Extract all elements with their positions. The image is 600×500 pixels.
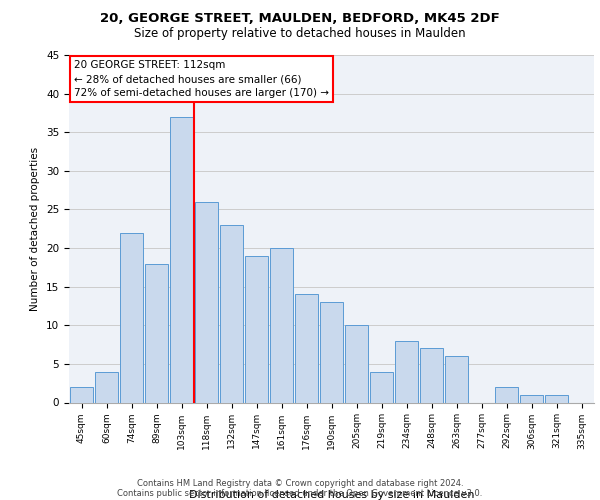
Bar (520, 395, 543, 402)
Bar (195, 202, 218, 402)
Bar (395, 340, 418, 402)
Text: 20, GEORGE STREET, MAULDEN, BEDFORD, MK45 2DF: 20, GEORGE STREET, MAULDEN, BEDFORD, MK4… (100, 12, 500, 26)
Bar (295, 294, 318, 403)
Text: Contains public sector information licensed under the Open Government Licence v3: Contains public sector information licen… (118, 488, 482, 498)
X-axis label: Distribution of detached houses by size in Maulden: Distribution of detached houses by size … (189, 490, 474, 500)
Bar (170, 117, 193, 403)
Bar (545, 395, 568, 402)
Bar (95, 372, 118, 402)
Text: Contains HM Land Registry data © Crown copyright and database right 2024.: Contains HM Land Registry data © Crown c… (137, 478, 463, 488)
Bar (120, 232, 143, 402)
Bar (345, 326, 368, 402)
Bar (145, 264, 168, 402)
Bar (495, 387, 518, 402)
Text: 20 GEORGE STREET: 112sqm
← 28% of detached houses are smaller (66)
72% of semi-d: 20 GEORGE STREET: 112sqm ← 28% of detach… (74, 60, 329, 98)
Bar (245, 256, 268, 402)
Bar (420, 348, 443, 403)
Bar (70, 387, 93, 402)
Bar (270, 248, 293, 402)
Text: Size of property relative to detached houses in Maulden: Size of property relative to detached ho… (134, 28, 466, 40)
Y-axis label: Number of detached properties: Number of detached properties (31, 146, 40, 311)
Bar (370, 372, 393, 402)
Bar (320, 302, 343, 402)
Bar (220, 225, 243, 402)
Bar (445, 356, 468, 403)
